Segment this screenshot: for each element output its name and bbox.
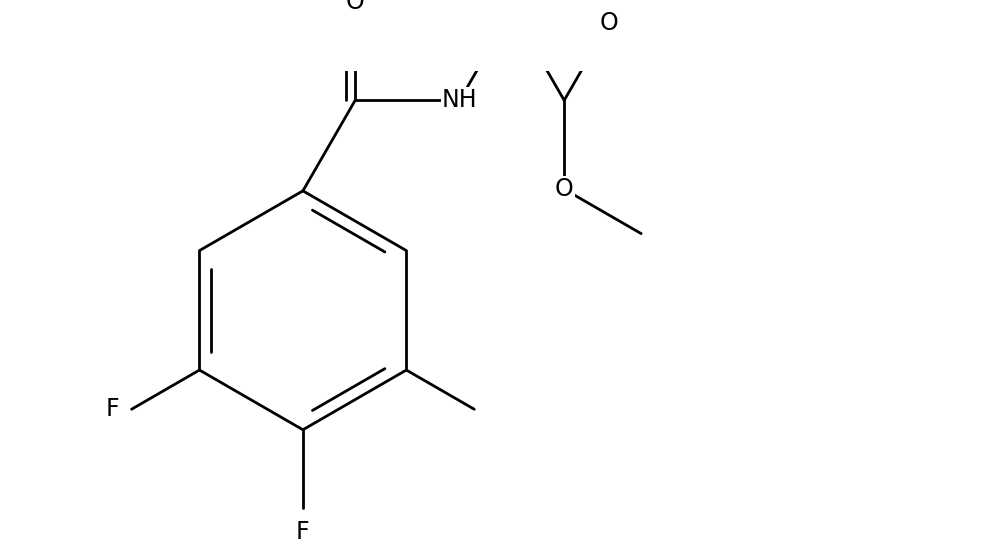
Text: O: O: [599, 12, 618, 35]
Text: NH: NH: [441, 88, 477, 113]
Text: O: O: [555, 177, 573, 201]
Text: F: F: [106, 397, 119, 421]
Text: F: F: [296, 520, 309, 544]
Text: O: O: [345, 0, 364, 14]
